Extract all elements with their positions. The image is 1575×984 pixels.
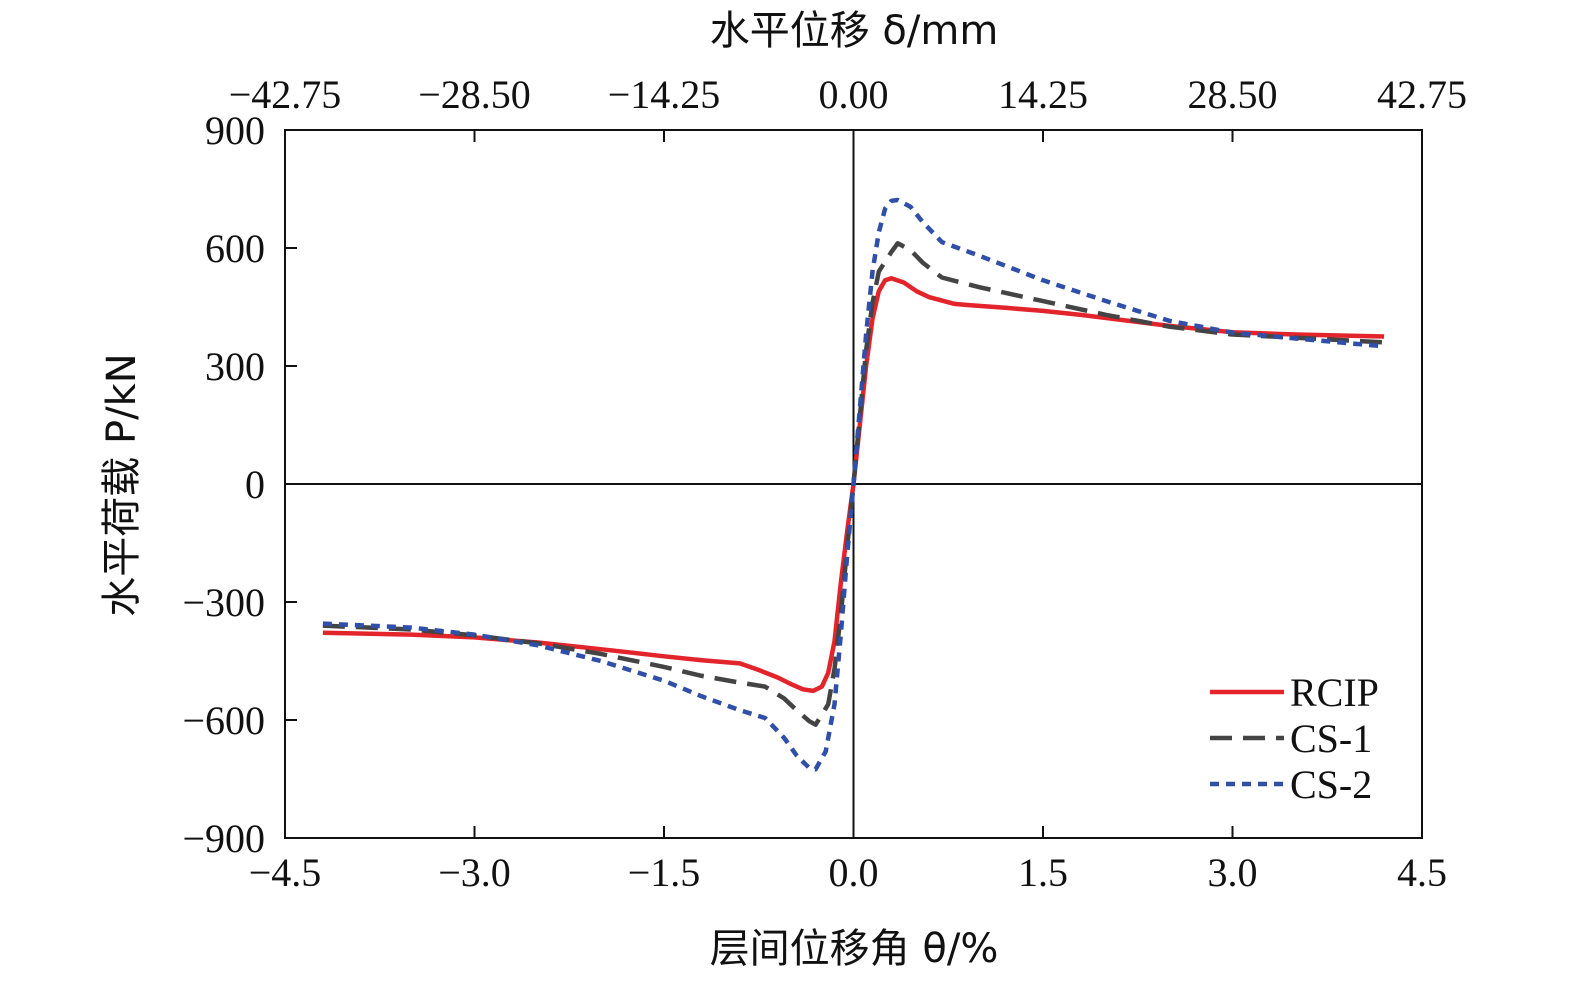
y-tick-label: −300 (182, 580, 265, 625)
y-tick-label: −600 (182, 698, 265, 743)
y-tick-label: 0 (245, 462, 265, 507)
x-tick-label: −3.0 (438, 850, 511, 895)
y-tick-label: −900 (182, 816, 265, 861)
x2-tick-label: −14.25 (608, 72, 721, 117)
x-tick-label: 4.5 (1397, 850, 1447, 895)
series-line-cs-1 (322, 241, 1385, 727)
ticks: −4.5 −42.75 −3.0 −28.50 −1.5 −14.25 0.0 0.00 1.5… (182, 72, 1467, 895)
series-layer (322, 197, 1385, 772)
legend-label-cs-1: CS-1 (1290, 716, 1372, 761)
legend-label-rcip: RCIP (1290, 670, 1379, 715)
x-tick-label: 0.0 (829, 850, 879, 895)
x-tick-label: −4.5 (249, 850, 322, 895)
series-line-cs-2 (322, 197, 1385, 772)
x-tick-label: 3.0 (1208, 850, 1258, 895)
top-axis-title: 水平位移 δ/mm (710, 8, 999, 54)
legend-label-cs-2: CS-2 (1290, 762, 1372, 807)
x2-tick-label: 0.00 (819, 72, 889, 117)
x-tick-label: −1.5 (628, 850, 701, 895)
x2-tick-label: −42.75 (229, 72, 342, 117)
series-line-rcip (322, 276, 1385, 694)
y-axis-title: 水平荷载 P/kN (99, 353, 145, 616)
bottom-axis-title: 层间位移角 θ/% (710, 926, 999, 972)
y-tick-label: 600 (205, 226, 265, 271)
x2-tick-label: 14.25 (998, 72, 1088, 117)
x2-tick-label: 28.50 (1188, 72, 1278, 117)
x-tick-label: 1.5 (1018, 850, 1068, 895)
x2-tick-label: −28.50 (418, 72, 531, 117)
x2-tick-label: 42.75 (1377, 72, 1467, 117)
y-tick-label: 900 (205, 108, 265, 153)
y-tick-label: 300 (205, 344, 265, 389)
